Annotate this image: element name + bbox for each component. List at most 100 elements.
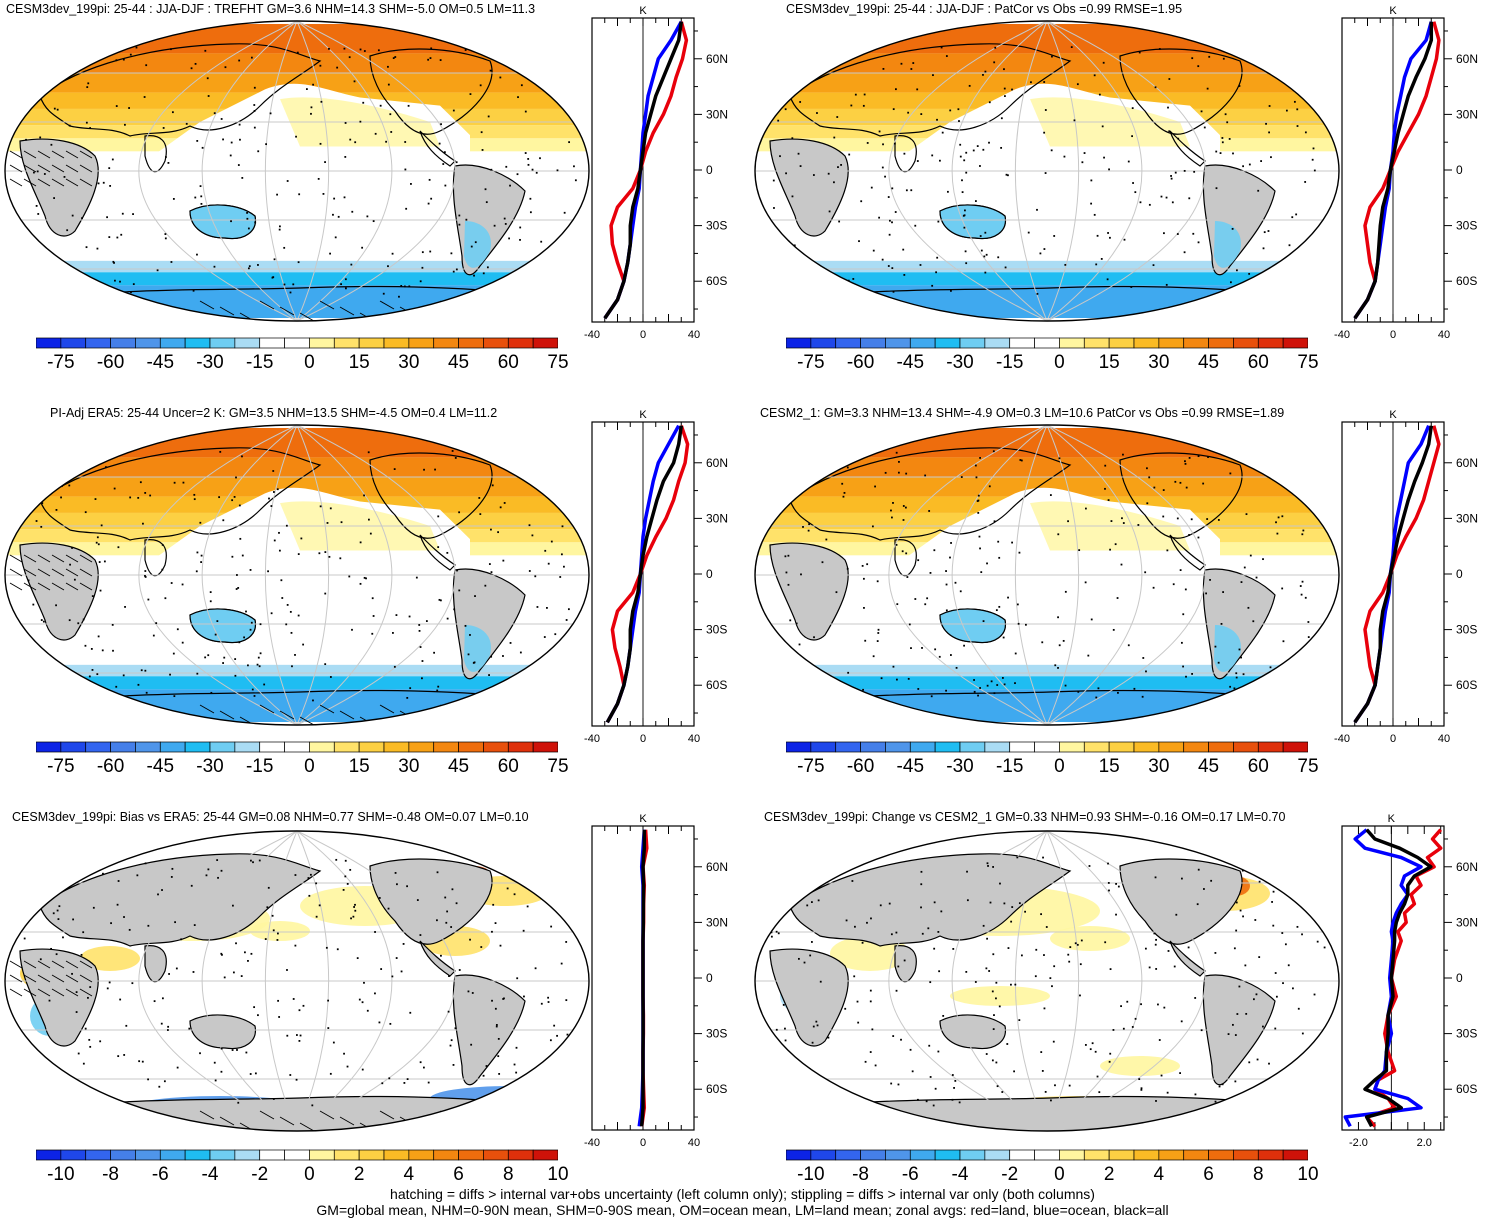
colorbar-swatch — [358, 741, 385, 753]
zonal-x-label: -40 — [1334, 329, 1350, 341]
colorbar-swatch — [1059, 741, 1085, 753]
graticule-lon — [1046, 425, 1080, 725]
map-panel-4 — [754, 424, 1340, 726]
colorbar-swatch — [860, 1149, 886, 1161]
colorbar-swatch — [786, 741, 812, 753]
colorbar-swatch — [885, 1149, 911, 1161]
colorbar-swatch — [333, 1149, 360, 1161]
colorbar-label: -60 — [846, 756, 875, 777]
colorbar-swatch — [483, 1149, 509, 1161]
colorbar-swatch — [860, 741, 886, 753]
land-outline — [769, 948, 849, 1047]
colorbar-label: -10 — [47, 1164, 75, 1185]
colorbar-label: 8 — [502, 1164, 514, 1185]
footer-line-2: GM=global mean, NHM=0-90N mean, SHM=0-90… — [316, 1202, 1169, 1218]
colorbar-label: 2 — [353, 1164, 365, 1185]
graticule-lon — [951, 425, 1048, 725]
colorbar-label: -75 — [47, 756, 75, 777]
colorbar-swatch — [885, 741, 911, 753]
zonal-x-label: 2.0 — [1417, 1137, 1432, 1149]
map-panel-3 — [4, 424, 590, 726]
zonal-mean-plot-2: K 60N 30N 0 30S 60S -40 0 40 — [1334, 5, 1478, 341]
zonal-mean-plot-1: K 60N 30N 0 30S 60S -40 0 40 — [584, 5, 728, 341]
colorbar-swatch — [1059, 1149, 1085, 1161]
map-field — [5, 831, 589, 1131]
colorbar-swatch — [483, 741, 509, 753]
colorbar-swatch — [135, 1149, 161, 1161]
colorbar-label: -4 — [951, 1164, 969, 1185]
zonal-lat-label: 30S — [706, 623, 727, 637]
zonal-lat-label: 0 — [706, 567, 713, 581]
graticule-lon — [1014, 21, 1048, 321]
colorbar-swatch — [1208, 337, 1234, 349]
zonal-unit-label: K — [639, 813, 647, 825]
colorbar-swatch — [408, 1149, 435, 1161]
graticule-lon — [296, 21, 393, 321]
colorbar-swatch — [284, 1149, 310, 1161]
colorbar-swatch — [184, 741, 211, 753]
colorbar-swatch — [507, 1149, 534, 1161]
colorbar-swatch — [507, 337, 534, 349]
colorbar-swatch — [259, 1149, 285, 1161]
zonal-x-label: 0 — [1390, 329, 1396, 341]
colorbar-swatch — [934, 741, 961, 753]
zonal-lat-label: 30N — [706, 915, 728, 929]
zonal-lat-label: 60N — [1456, 860, 1478, 874]
land-outline — [419, 130, 456, 167]
colorbar-swatch — [984, 337, 1011, 349]
zonal-mean-plot-3: K 60N 30N 0 30S 60S -40 0 40 — [584, 409, 728, 745]
colorbar-label: -60 — [96, 756, 125, 777]
zonal-line-all — [639, 829, 647, 1127]
colorbar-label: -30 — [196, 756, 224, 777]
colorbar-swatch — [885, 337, 911, 349]
colorbar-label: 0 — [304, 352, 315, 373]
land-outline — [419, 534, 456, 571]
colorbar-label: -30 — [196, 352, 224, 373]
zonal-unit-label: K — [1389, 409, 1397, 421]
land-outline — [144, 539, 167, 577]
zonal-x-label: 40 — [688, 1137, 700, 1149]
zonal-line-all — [1353, 21, 1434, 320]
colorbar-swatch — [1233, 741, 1259, 753]
graticule-lon — [296, 21, 330, 321]
zonal-x-label: 0 — [640, 733, 646, 745]
colorbar-label: 30 — [1148, 756, 1170, 777]
graticule-lon — [1014, 425, 1048, 725]
land-outline — [1169, 940, 1206, 977]
map-border — [4, 20, 590, 322]
zonal-mean-plot-5: K 60N 30N 0 30S 60S -40 0 40 — [584, 813, 728, 1149]
zonal-lat-label: 60N — [706, 860, 728, 874]
graticule-lon — [888, 425, 1048, 725]
colorbar-label: -75 — [797, 352, 825, 373]
colorbar-swatch — [209, 741, 236, 753]
graticule-lon — [201, 21, 298, 321]
zonal-line-all — [605, 425, 684, 724]
zonal-line-all — [1353, 425, 1434, 724]
graticule-lon — [201, 425, 298, 725]
colorbar-label: -8 — [852, 1164, 870, 1185]
land-outline — [1169, 130, 1206, 167]
zonal-lat-label: 30N — [706, 107, 728, 121]
colorbar-swatch — [36, 337, 62, 349]
zonal-lat-label: 60N — [1456, 456, 1478, 470]
zonal-lat-label: 60N — [706, 52, 728, 66]
graticule-lon — [201, 831, 298, 1131]
colorbar-label: 45 — [1197, 352, 1220, 373]
colorbar-swatch — [934, 337, 961, 349]
colorbar-swatch — [85, 1149, 111, 1161]
colorbar-swatch — [909, 337, 936, 349]
colorbar-label: -15 — [245, 352, 274, 373]
colorbar-swatch — [36, 741, 62, 753]
graticule-lon — [296, 21, 456, 321]
map-border — [754, 20, 1340, 322]
colorbar-swatch — [358, 1149, 385, 1161]
colorbar-label: 60 — [1247, 352, 1269, 373]
colorbar-swatch — [110, 741, 136, 753]
map-border — [4, 424, 590, 726]
colorbar-swatch — [110, 337, 136, 349]
panel-title-5: CESM3dev_199pi: Bias vs ERA5: 25-44 GM=0… — [12, 810, 529, 824]
colorbar-swatch — [532, 741, 558, 753]
zonal-lat-label: 0 — [1456, 971, 1463, 985]
colorbar-swatch — [860, 337, 886, 349]
graticule-lon — [1046, 21, 1206, 321]
